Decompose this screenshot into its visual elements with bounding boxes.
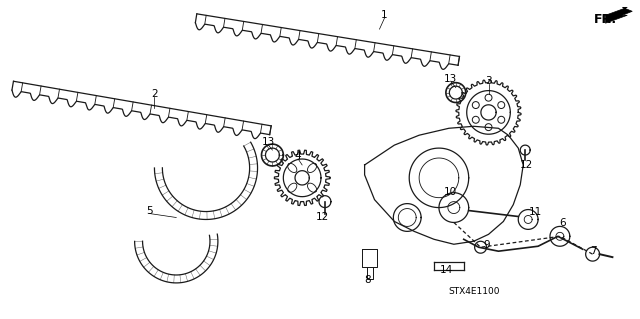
Circle shape — [472, 101, 479, 108]
Text: 10: 10 — [444, 187, 458, 197]
Circle shape — [498, 101, 505, 108]
Text: 11: 11 — [529, 206, 541, 217]
Text: STX4E1100: STX4E1100 — [448, 287, 499, 296]
Text: FR.: FR. — [593, 13, 617, 26]
Text: 12: 12 — [520, 160, 533, 170]
Text: 13: 13 — [262, 137, 275, 147]
Circle shape — [485, 94, 492, 101]
Text: 4: 4 — [295, 151, 301, 161]
Text: 8: 8 — [364, 275, 371, 285]
Text: 14: 14 — [440, 265, 454, 275]
Text: 3: 3 — [485, 76, 492, 86]
Text: 6: 6 — [559, 219, 566, 228]
Text: 12: 12 — [316, 212, 328, 222]
Text: 13: 13 — [444, 74, 458, 84]
Text: 9: 9 — [483, 240, 490, 250]
Text: 5: 5 — [146, 205, 153, 216]
Polygon shape — [605, 7, 632, 23]
Text: 1: 1 — [381, 10, 388, 20]
Circle shape — [485, 124, 492, 130]
Text: 7: 7 — [590, 246, 597, 256]
Circle shape — [498, 116, 505, 123]
Circle shape — [472, 116, 479, 123]
Text: 2: 2 — [151, 89, 158, 99]
